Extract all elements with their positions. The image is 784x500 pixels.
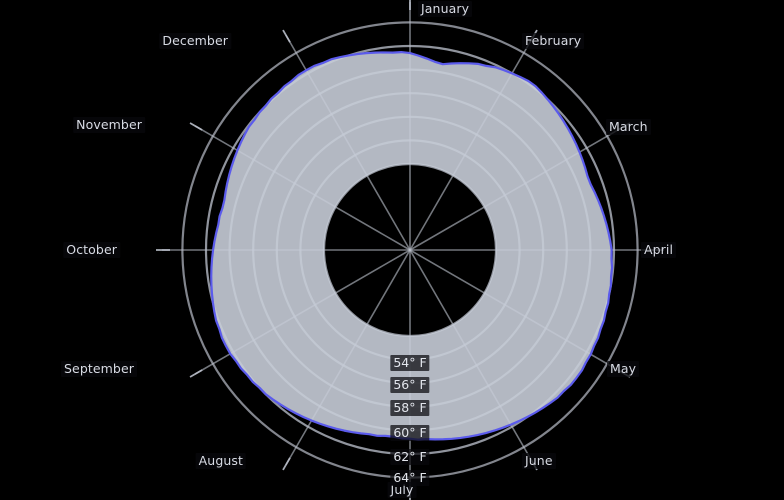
temperature-band-area bbox=[211, 52, 613, 440]
month-label-november: November bbox=[73, 117, 145, 133]
radial-tick-label: 56° F bbox=[390, 377, 430, 393]
radial-tick-label: 60° F bbox=[390, 425, 430, 441]
angular-axis-tick bbox=[282, 457, 291, 471]
month-label-june: June bbox=[522, 453, 556, 469]
month-label-august: August bbox=[195, 453, 246, 469]
angular-axis-tick bbox=[189, 369, 203, 378]
month-label-january: January bbox=[418, 1, 473, 17]
angular-axis-tick bbox=[189, 122, 203, 131]
radial-tick-label: 54° F bbox=[390, 355, 430, 371]
month-label-october: October bbox=[63, 242, 120, 258]
month-label-april: April bbox=[641, 242, 677, 258]
month-label-march: March bbox=[606, 119, 651, 135]
radial-tick-label: 64° F bbox=[390, 470, 430, 486]
month-label-september: September bbox=[61, 361, 137, 377]
angular-axis-tick bbox=[282, 29, 291, 43]
month-label-may: May bbox=[607, 361, 640, 377]
month-label-february: February bbox=[522, 33, 585, 49]
temperature-band-fill bbox=[211, 52, 613, 440]
radial-tick-label: 58° F bbox=[390, 400, 430, 416]
month-label-july: July bbox=[387, 482, 417, 498]
month-label-december: December bbox=[159, 33, 231, 49]
radial-tick-label: 62° F bbox=[390, 449, 430, 465]
